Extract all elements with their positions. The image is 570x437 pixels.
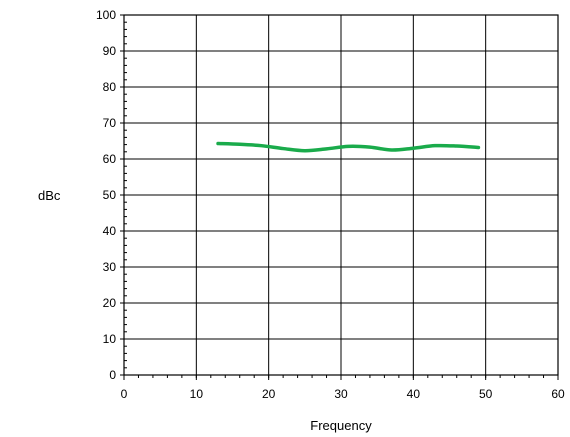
minor-ticks	[120, 14, 559, 380]
x-tick-label: 50	[479, 387, 493, 401]
y-tick-label: 40	[103, 224, 117, 238]
y-tick-label: 20	[103, 296, 117, 310]
x-tick-label: 40	[407, 387, 421, 401]
x-tick-label: 60	[551, 387, 565, 401]
x-tick-label: 0	[121, 387, 128, 401]
y-tick-label: 30	[103, 260, 117, 274]
series-layer	[216, 141, 481, 153]
y-tick-label: 70	[103, 116, 117, 130]
y-tick-label: 90	[103, 44, 117, 58]
grid	[124, 15, 558, 375]
y-tick-label: 80	[103, 80, 117, 94]
x-axis-title: Frequency	[310, 418, 372, 433]
series-line-0	[216, 141, 481, 153]
y-axis-title: dBc	[38, 188, 61, 203]
plot-area-frame	[123, 14, 559, 376]
x-tick-label: 20	[262, 387, 276, 401]
y-tick-label: 50	[103, 188, 117, 202]
y-tick-label: 10	[103, 332, 117, 346]
x-tick-label: 30	[334, 387, 348, 401]
y-tick-label: 0	[109, 368, 116, 382]
y-tick-label: 60	[103, 152, 117, 166]
tick-labels: 0 10 20 30 40 50 60 0 10 20 30 40 50 60 70 80 90 100	[96, 8, 565, 401]
y-tick-label: 100	[96, 8, 116, 22]
x-tick-label: 10	[190, 387, 204, 401]
